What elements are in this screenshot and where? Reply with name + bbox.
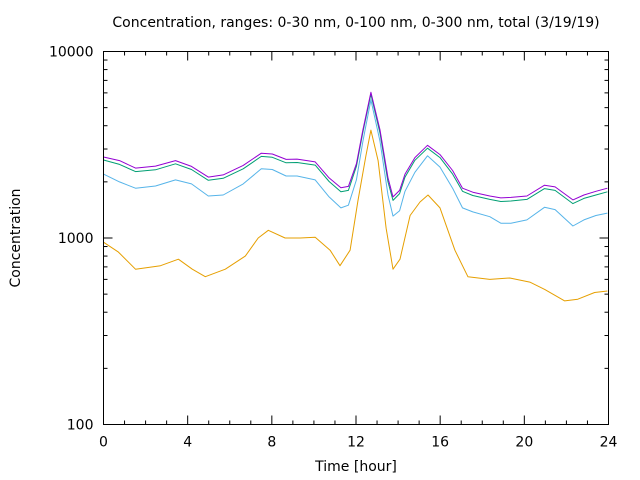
- x-tick-label: 12: [347, 435, 365, 451]
- y-tick-label: 1000: [58, 231, 94, 247]
- x-tick-label: 24: [600, 435, 618, 451]
- plot-frame: [103, 51, 609, 425]
- y-axis-label: Concentration: [8, 188, 24, 287]
- series-line-0-100-nm: [103, 99, 608, 227]
- x-tick-label: 0: [99, 435, 108, 451]
- series-line-0-30-nm: [103, 129, 608, 302]
- x-axis-label: Time [hour]: [314, 459, 397, 475]
- x-tick-label: 4: [183, 435, 192, 451]
- series-layer: [103, 91, 608, 302]
- axes-layer: 0 4 8 12 16 20 24 100 1000 10000: [49, 45, 618, 451]
- y-tick-label: 100: [67, 418, 94, 434]
- series-line-0-300-nm: [103, 93, 608, 205]
- series-line-total: [103, 91, 608, 201]
- x-tick-label: 16: [431, 435, 449, 451]
- y-tick-label: 10000: [49, 45, 94, 61]
- x-tick-label: 8: [267, 435, 276, 451]
- x-tick-label: 20: [515, 435, 533, 451]
- chart-title: Concentration, ranges: 0-30 nm, 0-100 nm…: [112, 15, 599, 31]
